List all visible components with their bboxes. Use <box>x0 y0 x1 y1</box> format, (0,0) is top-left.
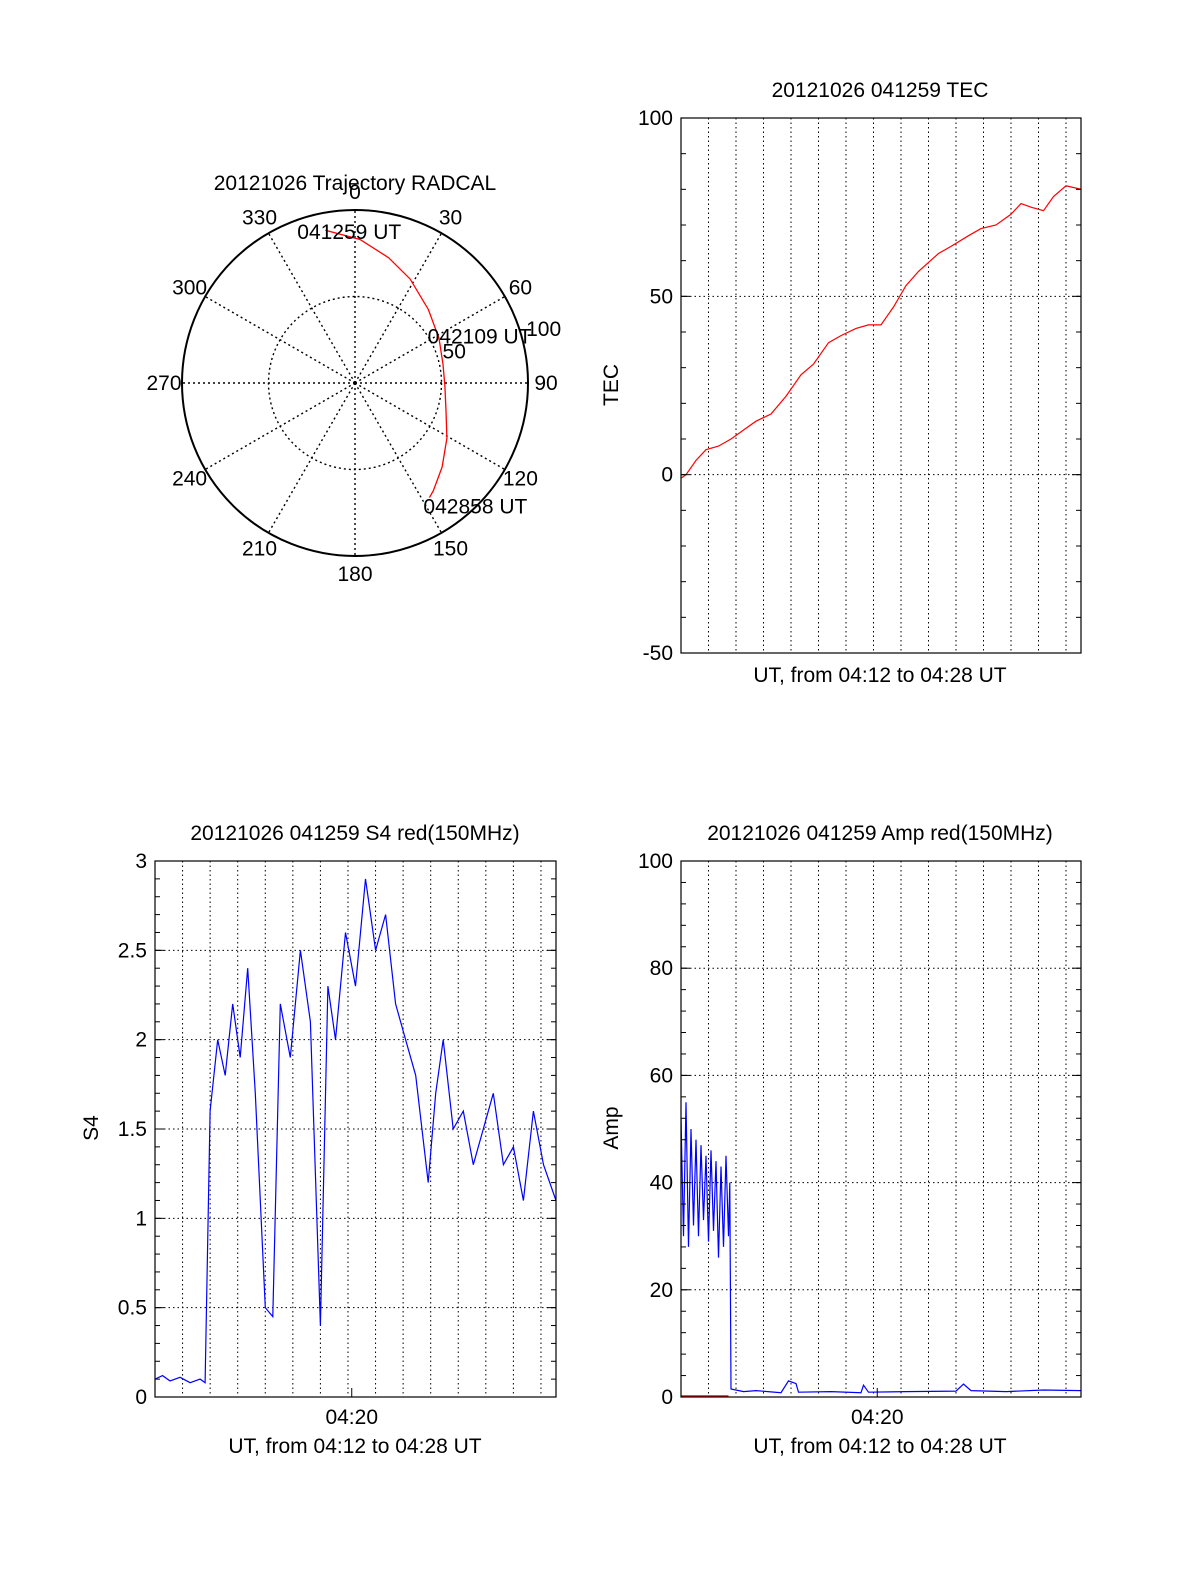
polar-spoke <box>354 382 506 471</box>
x-axis-label: UT, from 04:12 to 04:28 UT <box>753 664 1006 687</box>
series-line-red <box>681 185 1081 479</box>
y-tick-label: 80 <box>650 957 673 980</box>
y-tick-label: 1.5 <box>118 1118 147 1141</box>
y-tick-label: 50 <box>650 285 673 308</box>
amp-plot: 0 20 40 60 80 100 04:20 <box>638 850 1082 1429</box>
polar-spoke <box>354 382 443 534</box>
series-group <box>155 878 556 1384</box>
series-line-blue <box>681 1102 1081 1394</box>
y-tick-label: 20 <box>650 1279 673 1302</box>
panel-trajectory: 20121026 Trajectory RADCAL 0 30 60 90 120 150… <box>146 172 561 586</box>
panel-amp: 20121026 041259 Amp red(150MHz) 0 20 40 60 8… <box>600 822 1082 1458</box>
panel-s4: 20121026 041259 S4 red(150MHz) 0 0.5 1 1.5 2… <box>80 822 557 1458</box>
chart-title: 20121026 041259 TEC <box>772 79 989 102</box>
polar-radial-label: 100 <box>526 318 561 341</box>
series-line-blue <box>155 878 556 1384</box>
polar-angle-label: 90 <box>534 372 557 395</box>
y-axis-label: TEC <box>600 364 623 406</box>
y-tick-label: 100 <box>638 850 673 873</box>
y-axis-label: S4 <box>80 1115 103 1141</box>
polar-angle-label: 150 <box>433 537 468 560</box>
y-tick-label: 0 <box>661 464 673 487</box>
polar-spoke <box>354 295 506 384</box>
polar-angle-label: 330 <box>242 207 277 230</box>
polar-outer-circle <box>181 209 529 557</box>
trajectory-time-label: 042109 UT <box>428 325 532 348</box>
polar-spoke <box>267 382 356 534</box>
tec-plot: -50 0 50 100 <box>638 107 1082 665</box>
x-axis-label: UT, from 04:12 to 04:28 UT <box>228 1435 481 1458</box>
x-axis-label: UT, from 04:12 to 04:28 UT <box>753 1435 1006 1458</box>
chart-title: 20121026 041259 Amp red(150MHz) <box>707 822 1053 845</box>
series-group <box>681 185 1081 479</box>
y-tick-label: 2.5 <box>118 939 147 962</box>
y-tick-label: -50 <box>643 642 673 665</box>
y-axis-label: Amp <box>600 1106 623 1149</box>
polar-angle-label: 300 <box>172 277 207 300</box>
x-tick-label: 04:20 <box>325 1406 378 1429</box>
panel-tec: 20121026 041259 TEC -50 0 50 100 TEC UT, fr… <box>600 79 1082 687</box>
polar-angle-label: 270 <box>146 372 181 395</box>
plot-frame <box>680 117 1082 654</box>
y-tick-label: 1 <box>135 1207 147 1230</box>
polar-spoke <box>354 232 443 384</box>
y-tick-label: 100 <box>638 107 673 130</box>
y-tick-label: 0 <box>135 1386 147 1409</box>
x-tick-label: 04:20 <box>851 1406 904 1429</box>
y-tick-label: 60 <box>650 1064 673 1087</box>
y-tick-label: 3 <box>135 850 147 873</box>
polar-spoke <box>204 295 356 384</box>
y-tick-label: 0 <box>661 1386 673 1409</box>
polar-angle-label: 210 <box>242 537 277 560</box>
polar-angle-label: 180 <box>337 563 372 586</box>
polar-series <box>325 229 448 498</box>
polar-annotations: 041259 UT 042109 UT 042858 UT <box>297 221 531 518</box>
series-group <box>681 1102 1081 1397</box>
trajectory-time-label: 041259 UT <box>297 221 401 244</box>
polar-radial-label: 50 <box>443 341 466 364</box>
chart-title: 20121026 041259 S4 red(150MHz) <box>190 822 519 845</box>
polar-angle-label: 30 <box>439 207 462 230</box>
polar-angle-label: 60 <box>509 277 532 300</box>
polar-spoke <box>204 382 356 471</box>
y-tick-label: 40 <box>650 1172 673 1195</box>
chart-title: 20121026 Trajectory RADCAL <box>214 172 497 195</box>
polar-labels: 0 30 60 90 120 150 180 210 240 270 300 330 50 100 <box>146 181 561 586</box>
s4-plot: 0 0.5 1 1.5 2 2.5 3 04:20 <box>118 850 557 1429</box>
trajectory-line <box>325 229 448 498</box>
polar-angle-label: 120 <box>503 468 538 491</box>
polar-spoke <box>267 232 356 384</box>
y-tick-label: 2 <box>135 1029 147 1052</box>
polar-grid <box>181 209 529 557</box>
polar-angle-label: 0 <box>349 181 361 204</box>
trajectory-time-label: 042858 UT <box>423 496 527 519</box>
polar-angle-label: 240 <box>172 468 207 491</box>
plot-frame <box>680 860 1082 1398</box>
y-tick-label: 0.5 <box>118 1297 147 1320</box>
